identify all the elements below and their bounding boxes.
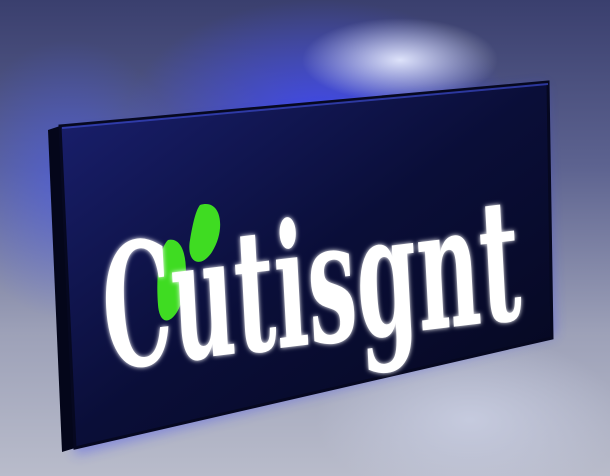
sign-panel [58,80,554,450]
green-leaf-accent-bottom [157,239,186,321]
green-leaf-accent-top [189,204,221,262]
sign-panel-edge [48,126,75,452]
sign-panel-highlight [61,83,549,129]
